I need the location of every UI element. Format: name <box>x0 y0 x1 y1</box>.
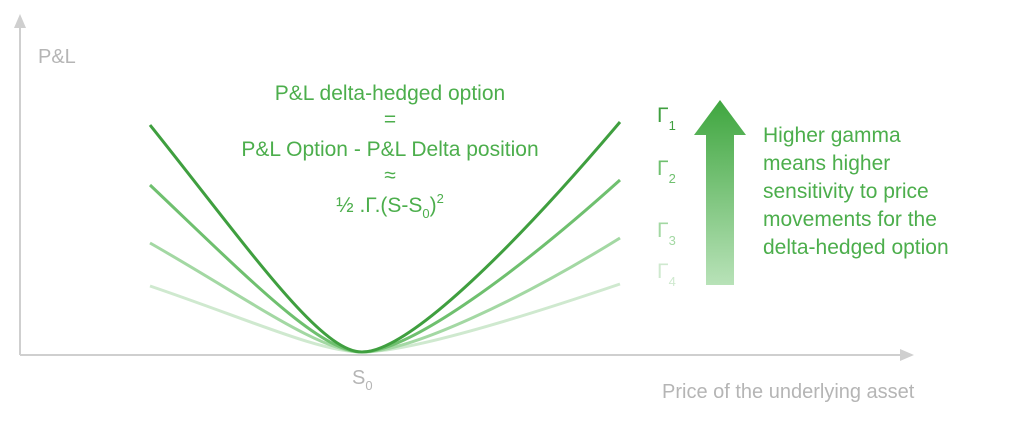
formula-line: P&L Option - P&L Delta position <box>241 138 538 161</box>
origin-label: S0 <box>352 367 373 393</box>
gamma-arrow <box>694 100 746 285</box>
gamma-symbol: Γ <box>657 104 669 127</box>
origin-symbol: S <box>352 367 365 389</box>
formula-main: ½ .Γ.(S-S <box>336 194 422 217</box>
gamma-subscript: 3 <box>669 233 676 248</box>
curve-gamma-4 <box>149 282 621 354</box>
gamma-subscript: 4 <box>669 274 676 289</box>
formula-superscript: 2 <box>437 191 444 206</box>
curve-gamma-3 <box>149 236 621 354</box>
gamma-label: Γ3 <box>657 219 676 248</box>
origin-subscript: 0 <box>365 378 372 393</box>
formula-line: ≈ <box>384 164 396 187</box>
formula-line: ½ .Γ.(S-S0)2 <box>336 191 444 221</box>
gamma-label: Γ1 <box>657 104 676 133</box>
curve-gamma-1 <box>148 121 622 354</box>
x-axis-label: Price of the underlying asset <box>662 381 915 403</box>
y-axis-label: P&L <box>38 46 76 68</box>
annotation-line: Higher gamma <box>763 124 901 147</box>
annotation-line: movements for the <box>763 208 937 231</box>
gamma-label: Γ2 <box>657 157 676 186</box>
formula-subscript: 0 <box>422 206 429 221</box>
annotation-line: means higher <box>763 152 890 175</box>
formula-close: ) <box>430 194 437 217</box>
y-axis-arrow <box>14 14 26 28</box>
gamma-symbol: Γ <box>657 157 669 180</box>
formula-line: = <box>384 108 396 131</box>
gamma-subscript: 2 <box>669 171 676 186</box>
annotation-line: delta-hedged option <box>763 236 949 259</box>
gamma-symbol: Γ <box>657 219 669 242</box>
gamma-symbol: Γ <box>657 260 669 283</box>
formula-line: P&L delta-hedged option <box>275 82 505 105</box>
gamma-label: Γ4 <box>657 260 676 289</box>
x-axis-arrow <box>900 349 914 361</box>
annotation-line: sensitivity to price <box>763 180 929 203</box>
gamma-subscript: 1 <box>669 118 676 133</box>
